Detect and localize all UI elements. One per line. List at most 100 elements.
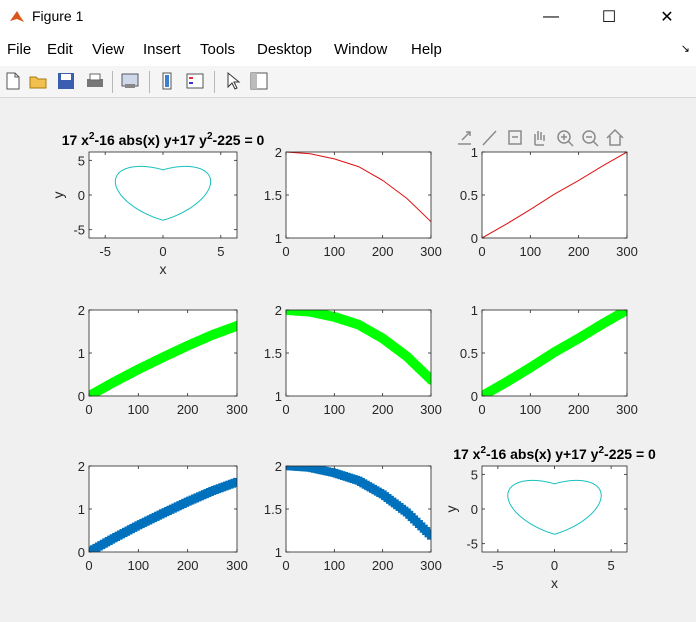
- x-tick-label: 100: [127, 402, 149, 417]
- data-layer: [482, 152, 627, 238]
- x-tick-label: 100: [127, 558, 149, 573]
- save-icon[interactable]: [56, 71, 76, 91]
- y-tick-label: -5: [466, 537, 478, 552]
- series-line: [482, 152, 627, 238]
- y-axis-label: y: [443, 506, 459, 513]
- x-tick-label: 0: [282, 402, 289, 417]
- x-tick-label: 100: [519, 402, 541, 417]
- title-superscript: 2: [207, 131, 213, 142]
- menu-insert[interactable]: Insert: [143, 41, 181, 58]
- link-plot-icon[interactable]: [120, 71, 140, 91]
- colorbar-icon[interactable]: [157, 71, 177, 91]
- zoom-in-icon[interactable]: [557, 130, 574, 147]
- dock-arrow-icon[interactable]: ↘: [680, 43, 690, 55]
- x-tick-label: 100: [323, 244, 345, 259]
- y-tick-label: 0.5: [460, 346, 478, 361]
- plot-area: [482, 466, 627, 552]
- subplot-7: 0 100 200 300 0 1 2: [78, 459, 248, 573]
- y-tick-label: 1: [275, 231, 282, 246]
- axes-title: 17 x2-16 abs(x) y+17 y2-225 = 0: [453, 445, 656, 462]
- y-tick-label: 0: [471, 231, 478, 246]
- menu-desktop[interactable]: Desktop: [257, 41, 313, 58]
- x-tick-label: 300: [616, 402, 638, 417]
- property-inspector-icon[interactable]: [249, 71, 269, 91]
- data-marker: [233, 477, 237, 486]
- title-text: -225 = 0: [604, 446, 656, 462]
- print-icon[interactable]: [85, 71, 105, 91]
- menu-view[interactable]: View: [92, 41, 125, 58]
- brush-icon[interactable]: [482, 130, 497, 146]
- menu-file[interactable]: File: [7, 41, 32, 58]
- data-marker: [427, 531, 431, 540]
- menu-bar: File Edit View Insert Tools Desktop Wind…: [0, 34, 696, 67]
- series-line: [286, 152, 431, 223]
- x-tick-label: 200: [177, 402, 199, 417]
- tip-box: [508, 130, 522, 145]
- close-button[interactable]: ✕: [660, 9, 674, 26]
- y-tick-label: -5: [73, 223, 85, 238]
- toolbar-separator: [112, 71, 113, 93]
- open-file-icon[interactable]: [28, 71, 48, 91]
- y-tick-label: 0: [471, 502, 478, 517]
- menu-edit[interactable]: Edit: [47, 41, 73, 58]
- menu-window[interactable]: Window: [334, 41, 388, 58]
- x-tick-label: 300: [226, 402, 248, 417]
- y-tick-label: 0: [78, 389, 85, 404]
- subplot-3: 0 100 200 300 0 0.5 1: [460, 145, 638, 259]
- zoom-out-icon[interactable]: [582, 130, 599, 147]
- title-bar: Figure 1 — ☐ ✕: [0, 0, 696, 34]
- pan-icon[interactable]: [534, 131, 545, 146]
- data-layer: [114, 165, 212, 221]
- y-tick-label: 1.5: [264, 346, 282, 361]
- minimize-button[interactable]: —: [543, 8, 559, 25]
- x-tick-label: 300: [226, 558, 248, 573]
- x-tick-label: 5: [217, 244, 224, 259]
- y-tick-label: 0: [78, 545, 85, 560]
- x-tick-label: 0: [282, 558, 289, 573]
- x-tick-label: 200: [372, 558, 394, 573]
- x-tick-label: 0: [85, 402, 92, 417]
- plot-area: [286, 152, 431, 238]
- data-layer: [482, 310, 627, 396]
- x-tick-label: 0: [478, 402, 485, 417]
- axes-toolbar: [458, 128, 624, 147]
- new-figure-icon[interactable]: [3, 71, 23, 91]
- y-tick-label: 5: [78, 153, 85, 168]
- y-tick-label: 1.5: [264, 502, 282, 517]
- y-tick-label: 1: [78, 502, 85, 517]
- menu-tools[interactable]: Tools: [200, 41, 236, 58]
- subplot-5: 0 100 200 300 1 1.5 2: [264, 303, 442, 417]
- data-marker: [426, 374, 431, 385]
- pointer-icon[interactable]: [222, 71, 242, 91]
- data-layer: [507, 479, 602, 535]
- export-icon[interactable]: [458, 131, 471, 145]
- y-tick-label: 2: [275, 303, 282, 318]
- data-marker: [622, 310, 627, 315]
- y-tick-label: 0.5: [460, 188, 478, 203]
- data-layer: [286, 152, 431, 223]
- title-superscript: 2: [480, 445, 486, 456]
- x-axis-label: x: [551, 575, 558, 591]
- maximize-button[interactable]: ☐: [601, 9, 617, 26]
- toolbar-separator: [149, 71, 150, 93]
- y-tick-label: 1: [471, 145, 478, 160]
- y-tick-label: 1: [78, 346, 85, 361]
- window-title: Figure 1: [32, 8, 84, 24]
- home-icon[interactable]: [606, 128, 624, 146]
- zoom-out-icon-handle: [592, 140, 599, 147]
- x-axis-label: x: [160, 261, 167, 277]
- legend-icon[interactable]: [185, 71, 205, 91]
- x-tick-label: 200: [372, 402, 394, 417]
- title-superscript: 2: [598, 445, 604, 456]
- brush-shape: [482, 130, 497, 146]
- matlab-logo-icon: [10, 11, 24, 22]
- x-tick-label: -5: [492, 558, 504, 573]
- data-tips-icon[interactable]: [508, 130, 522, 145]
- y-axis-label: y: [50, 192, 66, 199]
- x-tick-label: 200: [568, 402, 590, 417]
- figure-toolbar: [0, 66, 696, 98]
- implicit-curve: [507, 479, 602, 535]
- menu-help[interactable]: Help: [411, 41, 442, 58]
